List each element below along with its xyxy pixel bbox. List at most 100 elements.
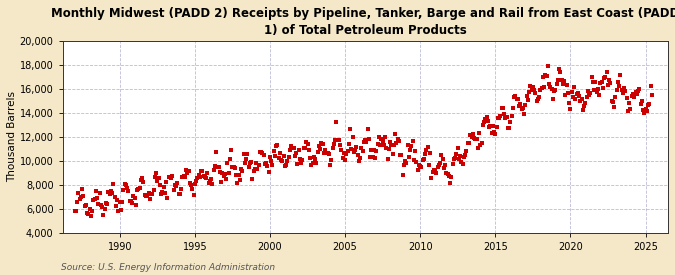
Point xyxy=(371,149,382,153)
Point xyxy=(550,88,561,92)
Point xyxy=(547,97,558,101)
Point xyxy=(256,150,267,154)
Point xyxy=(638,108,649,112)
Point xyxy=(121,183,132,188)
Point xyxy=(481,115,492,119)
Point xyxy=(303,148,314,152)
Point xyxy=(325,163,335,167)
Point xyxy=(468,135,479,140)
Point xyxy=(449,157,460,162)
Point xyxy=(70,208,81,213)
Point xyxy=(465,133,476,138)
Point xyxy=(337,156,348,160)
Point xyxy=(467,132,478,136)
Point xyxy=(182,170,193,175)
Point xyxy=(251,161,262,166)
Point xyxy=(259,153,269,157)
Point xyxy=(216,180,227,184)
Point xyxy=(624,101,634,105)
Point xyxy=(331,120,342,124)
Point xyxy=(173,191,184,196)
Point xyxy=(329,141,340,146)
Point xyxy=(133,187,144,192)
Point xyxy=(376,137,387,141)
Point xyxy=(583,89,593,93)
Point xyxy=(492,116,503,121)
Point xyxy=(134,185,145,190)
Point xyxy=(489,130,500,134)
Point xyxy=(386,142,397,147)
Point xyxy=(524,90,535,94)
Point xyxy=(490,131,501,136)
Point xyxy=(307,161,318,165)
Point xyxy=(297,158,308,162)
Point xyxy=(211,150,221,155)
Point xyxy=(284,155,294,159)
Point xyxy=(395,152,406,157)
Point xyxy=(358,140,369,144)
Point xyxy=(322,151,333,155)
Point xyxy=(126,199,136,204)
Point xyxy=(452,146,463,150)
Point xyxy=(101,200,111,205)
Point xyxy=(404,155,414,159)
Point xyxy=(430,169,441,174)
Point xyxy=(350,148,360,152)
Point xyxy=(152,178,163,183)
Point xyxy=(336,148,347,152)
Point xyxy=(630,90,641,94)
Point xyxy=(591,90,602,95)
Point xyxy=(192,176,202,180)
Point xyxy=(205,178,215,183)
Point xyxy=(534,95,545,99)
Point xyxy=(414,163,425,167)
Point xyxy=(613,80,624,84)
Point xyxy=(186,183,196,188)
Point xyxy=(107,191,117,196)
Point xyxy=(213,165,224,169)
Point xyxy=(560,93,571,98)
Point xyxy=(366,148,377,152)
Point xyxy=(585,91,596,95)
Point xyxy=(373,135,384,140)
Point xyxy=(362,127,373,131)
Point xyxy=(217,171,227,175)
Point xyxy=(574,93,585,98)
Point xyxy=(88,198,99,203)
Point xyxy=(380,134,391,139)
Point xyxy=(296,161,306,166)
Point xyxy=(223,171,234,175)
Point xyxy=(423,145,433,149)
Point xyxy=(263,170,274,174)
Point xyxy=(157,190,167,194)
Point xyxy=(272,143,283,147)
Point xyxy=(641,108,652,113)
Point xyxy=(90,189,101,193)
Point xyxy=(84,207,95,211)
Point xyxy=(250,167,261,171)
Point xyxy=(247,177,258,182)
Point xyxy=(375,142,385,147)
Point xyxy=(80,203,91,207)
Point xyxy=(86,214,97,218)
Point xyxy=(197,169,208,173)
Point xyxy=(596,80,607,84)
Point xyxy=(545,85,556,89)
Point xyxy=(200,176,211,180)
Point xyxy=(643,102,653,107)
Point xyxy=(487,124,498,129)
Point xyxy=(471,137,482,141)
Point xyxy=(254,150,265,154)
Point xyxy=(604,78,615,82)
Point xyxy=(566,90,577,94)
Point xyxy=(439,166,450,170)
Point xyxy=(615,73,626,78)
Point xyxy=(526,88,537,92)
Point xyxy=(266,159,277,163)
Point xyxy=(360,138,371,142)
Point xyxy=(109,195,120,199)
Point xyxy=(405,147,416,152)
Point xyxy=(427,170,438,175)
Point xyxy=(347,135,358,140)
Point xyxy=(165,175,176,179)
